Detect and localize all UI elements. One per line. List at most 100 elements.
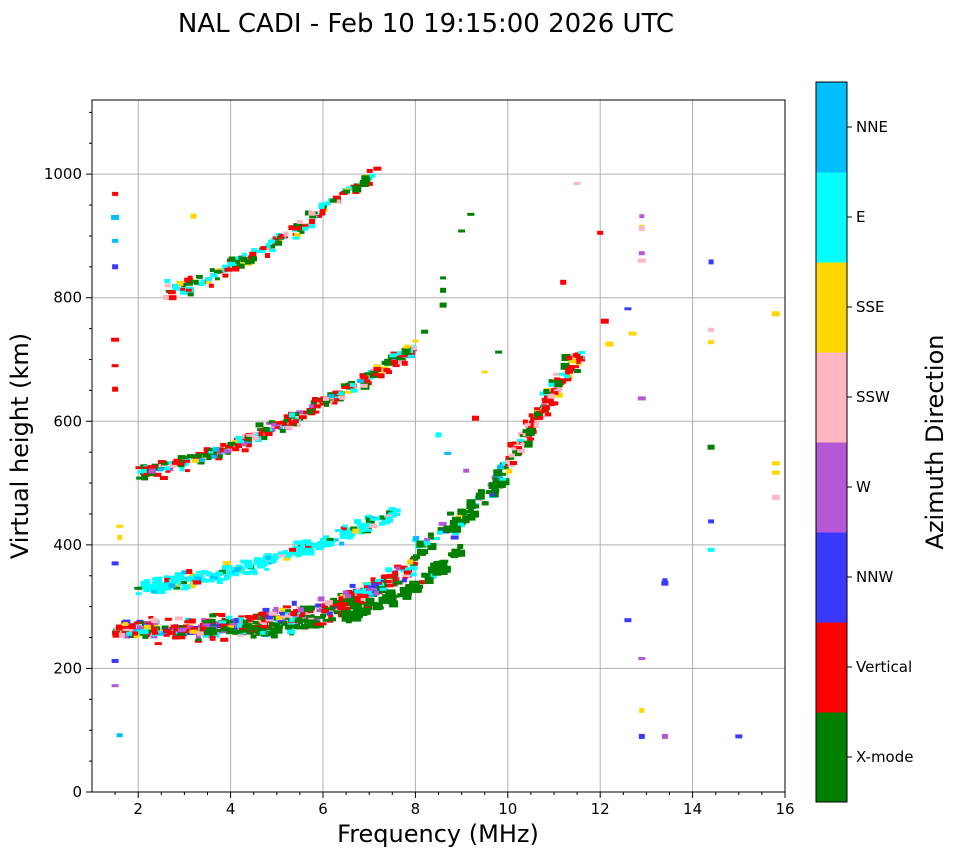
echo-point: [164, 577, 171, 583]
echo-point: [347, 534, 354, 540]
colorbar-label: Azimuth Direction: [921, 335, 949, 550]
echo-point: [157, 460, 165, 464]
echo-point: [412, 581, 421, 585]
echo-point: [207, 448, 213, 452]
echo-point: [292, 419, 299, 424]
echo-point: [214, 277, 220, 281]
echo-point: [344, 390, 353, 394]
echo-point: [223, 622, 230, 627]
echo-point: [195, 453, 202, 459]
echo-point: [179, 466, 185, 472]
echo-point: [298, 415, 307, 420]
echo-point: [349, 583, 356, 588]
y-axis-label: Virtual height (km): [6, 333, 34, 559]
echo-point: [321, 537, 327, 543]
echo-point: [369, 173, 376, 178]
echo-point: [707, 444, 715, 450]
echo-point: [223, 449, 232, 454]
x-tick-label: 6: [318, 800, 328, 818]
colorbar-category-label: Vertical: [856, 658, 912, 676]
echo-point: [661, 580, 669, 586]
echo-point: [203, 447, 211, 452]
echo-point: [278, 233, 285, 239]
echo-point: [296, 410, 304, 415]
echo-point: [215, 571, 223, 575]
echo-point: [314, 622, 323, 626]
echo-point: [409, 561, 418, 566]
echo-point: [771, 494, 780, 500]
echo-point: [267, 239, 275, 244]
echo-point: [771, 311, 780, 317]
echo-point: [392, 508, 401, 513]
echo-point: [164, 283, 171, 288]
echo-point: [340, 526, 347, 532]
echo-point: [452, 525, 461, 533]
echo-point: [322, 618, 329, 622]
echo-point: [270, 628, 275, 632]
echo-point: [294, 233, 301, 237]
echo-point: [269, 622, 276, 627]
echo-point: [264, 567, 270, 571]
echo-point: [417, 584, 423, 589]
echo-point: [268, 611, 277, 616]
echo-point: [463, 468, 470, 473]
echo-point: [258, 435, 264, 439]
echo-point: [126, 628, 134, 632]
echo-point: [501, 472, 507, 476]
echo-point: [534, 419, 540, 424]
echo-point: [350, 602, 359, 610]
echo-point: [151, 627, 158, 633]
echo-point: [340, 383, 347, 388]
echo-point: [364, 523, 372, 527]
echo-point: [269, 244, 276, 249]
echo-point: [354, 519, 362, 525]
echo-point: [201, 618, 207, 622]
echo-point: [273, 615, 280, 620]
echo-point: [178, 576, 186, 581]
echo-point: [210, 273, 218, 278]
echo-point: [162, 295, 169, 300]
echo-point: [298, 614, 305, 618]
echo-point: [151, 581, 157, 586]
echo-point: [205, 277, 213, 281]
echo-point: [392, 571, 399, 575]
echo-point: [304, 547, 311, 551]
echo-point: [188, 576, 195, 581]
echo-point: [148, 616, 154, 619]
echo-point: [169, 463, 176, 468]
colorbar-segment: [816, 172, 847, 263]
echo-point: [348, 610, 355, 615]
echo-point: [511, 447, 517, 451]
echo-point: [252, 621, 259, 624]
echo-point: [405, 585, 413, 590]
echo-point: [174, 616, 183, 621]
echo-point: [413, 535, 420, 541]
echo-point: [373, 364, 381, 370]
echo-point: [292, 545, 300, 550]
echo-point: [205, 281, 211, 284]
echo-point: [274, 421, 281, 426]
echo-point: [325, 541, 334, 547]
echo-point: [416, 540, 426, 548]
echo-point: [271, 422, 277, 427]
echo-point: [359, 180, 369, 187]
colorbar-frame: [815, 81, 848, 803]
echo-point: [340, 606, 347, 610]
echo-point: [193, 279, 199, 285]
echo-point: [576, 356, 584, 362]
echo-point: [708, 519, 715, 524]
echo-point: [339, 533, 347, 539]
y-tick-label: 0: [72, 783, 82, 801]
echo-point: [173, 627, 179, 632]
echo-point: [519, 442, 525, 446]
echo-point: [372, 587, 379, 592]
echo-point: [354, 589, 363, 594]
echo-point: [390, 360, 398, 365]
echo-point: [151, 584, 159, 588]
echo-point: [164, 466, 171, 471]
echo-point: [230, 618, 237, 623]
echo-point: [259, 249, 266, 254]
echo-point: [199, 458, 205, 463]
echo-point: [208, 283, 214, 288]
